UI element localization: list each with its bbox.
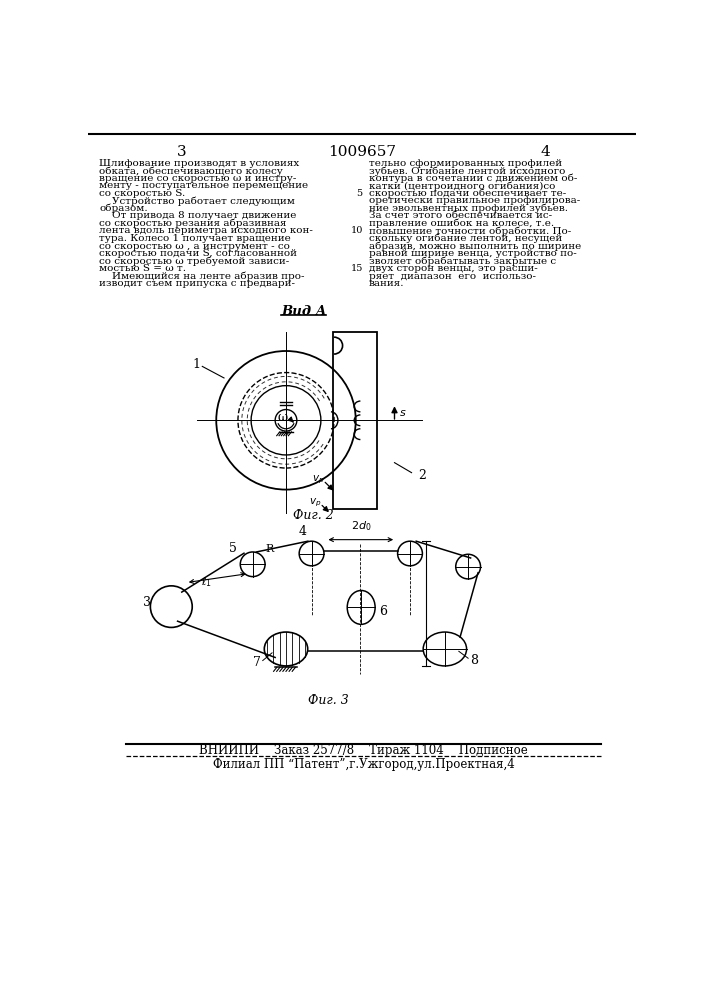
Text: 2: 2 <box>418 469 426 482</box>
Text: Имеющийся на ленте абразив про-: Имеющийся на ленте абразив про- <box>99 272 305 281</box>
Text: $v_p$: $v_p$ <box>312 473 325 486</box>
Text: образом.: образом. <box>99 204 148 213</box>
Bar <box>332 332 378 509</box>
Text: равной ширине венца, устройство по-: равной ширине венца, устройство по- <box>369 249 577 258</box>
Text: ряет  диапазон  его  использо-: ряет диапазон его использо- <box>369 272 536 281</box>
Text: Шлифование производят в условиях: Шлифование производят в условиях <box>99 158 300 167</box>
Text: правление ошибок на колесе, т.е.: правление ошибок на колесе, т.е. <box>369 219 554 228</box>
Text: 6: 6 <box>379 605 387 618</box>
Text: R: R <box>266 544 274 554</box>
Text: менту - поступательное перемещение: менту - поступательное перемещение <box>99 181 308 190</box>
Text: 3: 3 <box>177 145 186 159</box>
Text: со скоростью резания абразивная: со скоростью резания абразивная <box>99 219 287 228</box>
Text: $\ell_1$: $\ell_1$ <box>201 575 211 589</box>
Text: $s$: $s$ <box>399 408 407 418</box>
Text: скольку огибание лентой, несущей: скольку огибание лентой, несущей <box>369 234 562 243</box>
Text: обката, обеспечивающего колесу: обката, обеспечивающего колесу <box>99 166 283 176</box>
Text: 4: 4 <box>541 145 551 159</box>
Text: изводит съем припуска с предвари-: изводит съем припуска с предвари- <box>99 279 296 288</box>
Text: Устройство работает следующим: Устройство работает следующим <box>99 196 295 206</box>
Text: 1009657: 1009657 <box>328 145 396 159</box>
Text: 10: 10 <box>351 226 363 235</box>
Text: контура в сочетании с движением об-: контура в сочетании с движением об- <box>369 174 578 183</box>
Text: 1: 1 <box>193 358 201 371</box>
Text: 4: 4 <box>298 525 306 538</box>
Text: 5: 5 <box>229 542 238 555</box>
Text: 8: 8 <box>470 654 479 667</box>
Text: зубьев. Огибание лентой исходного: зубьев. Огибание лентой исходного <box>369 166 566 176</box>
Text: катки (центроидного огибания)со: катки (центроидного огибания)со <box>369 181 555 191</box>
Text: Фиг. 3: Фиг. 3 <box>308 694 349 707</box>
Text: $v_p$: $v_p$ <box>309 496 322 509</box>
Text: ние эвольвентных профилей зубьев.: ние эвольвентных профилей зубьев. <box>369 204 568 213</box>
Text: Вид А: Вид А <box>281 305 327 318</box>
Text: За счет этого обеспечивается ис-: За счет этого обеспечивается ис- <box>369 211 552 220</box>
Text: 7: 7 <box>252 656 260 669</box>
Text: зволяет обрабатывать закрытые с: зволяет обрабатывать закрытые с <box>369 257 556 266</box>
Text: повышение точности обработки. По-: повышение точности обработки. По- <box>369 226 571 236</box>
Text: со скоростью ω требуемой зависи-: со скоростью ω требуемой зависи- <box>99 257 289 266</box>
Text: вания.: вания. <box>369 279 404 288</box>
Text: мостью S = ω т.: мостью S = ω т. <box>99 264 186 273</box>
Text: вращение со скоростью ω и инстру-: вращение со скоростью ω и инстру- <box>99 174 297 183</box>
Text: Фиг. 2: Фиг. 2 <box>293 509 334 522</box>
Text: тельно сформированных профилей: тельно сформированных профилей <box>369 158 562 167</box>
Text: $2d_0$: $2d_0$ <box>351 520 371 533</box>
Text: абразив, можно выполнить по ширине: абразив, можно выполнить по ширине <box>369 242 581 251</box>
Text: со скоростью ω , а инструмент - со: со скоростью ω , а инструмент - со <box>99 242 290 251</box>
Text: От привода 8 получает движение: От привода 8 получает движение <box>99 211 297 220</box>
Text: Филиал ПП “Патент”,г.Ужгород,ул.Проектная,4: Филиал ПП “Патент”,г.Ужгород,ул.Проектна… <box>213 758 515 771</box>
Text: лента вдоль периметра исходного кон-: лента вдоль периметра исходного кон- <box>99 226 313 235</box>
Text: 5: 5 <box>356 189 363 198</box>
Text: двух сторон венцы, это расши-: двух сторон венцы, это расши- <box>369 264 538 273</box>
Text: ВНИИПИ    Заказ 2577/8    Тираж 1104    Подписное: ВНИИПИ Заказ 2577/8 Тираж 1104 Подписное <box>199 744 528 757</box>
Text: скоростью подачи обеспечивает те-: скоростью подачи обеспечивает те- <box>369 189 566 198</box>
Text: ω: ω <box>278 411 288 424</box>
Text: 15: 15 <box>351 264 363 273</box>
Text: со скоростью S.: со скоростью S. <box>99 189 185 198</box>
Text: скоростью подачи S, согласованной: скоростью подачи S, согласованной <box>99 249 297 258</box>
Text: оретически правильное профилирова-: оретически правильное профилирова- <box>369 196 580 205</box>
Text: 3: 3 <box>143 596 151 609</box>
Text: тура. Колесо 1 получает вращение: тура. Колесо 1 получает вращение <box>99 234 291 243</box>
